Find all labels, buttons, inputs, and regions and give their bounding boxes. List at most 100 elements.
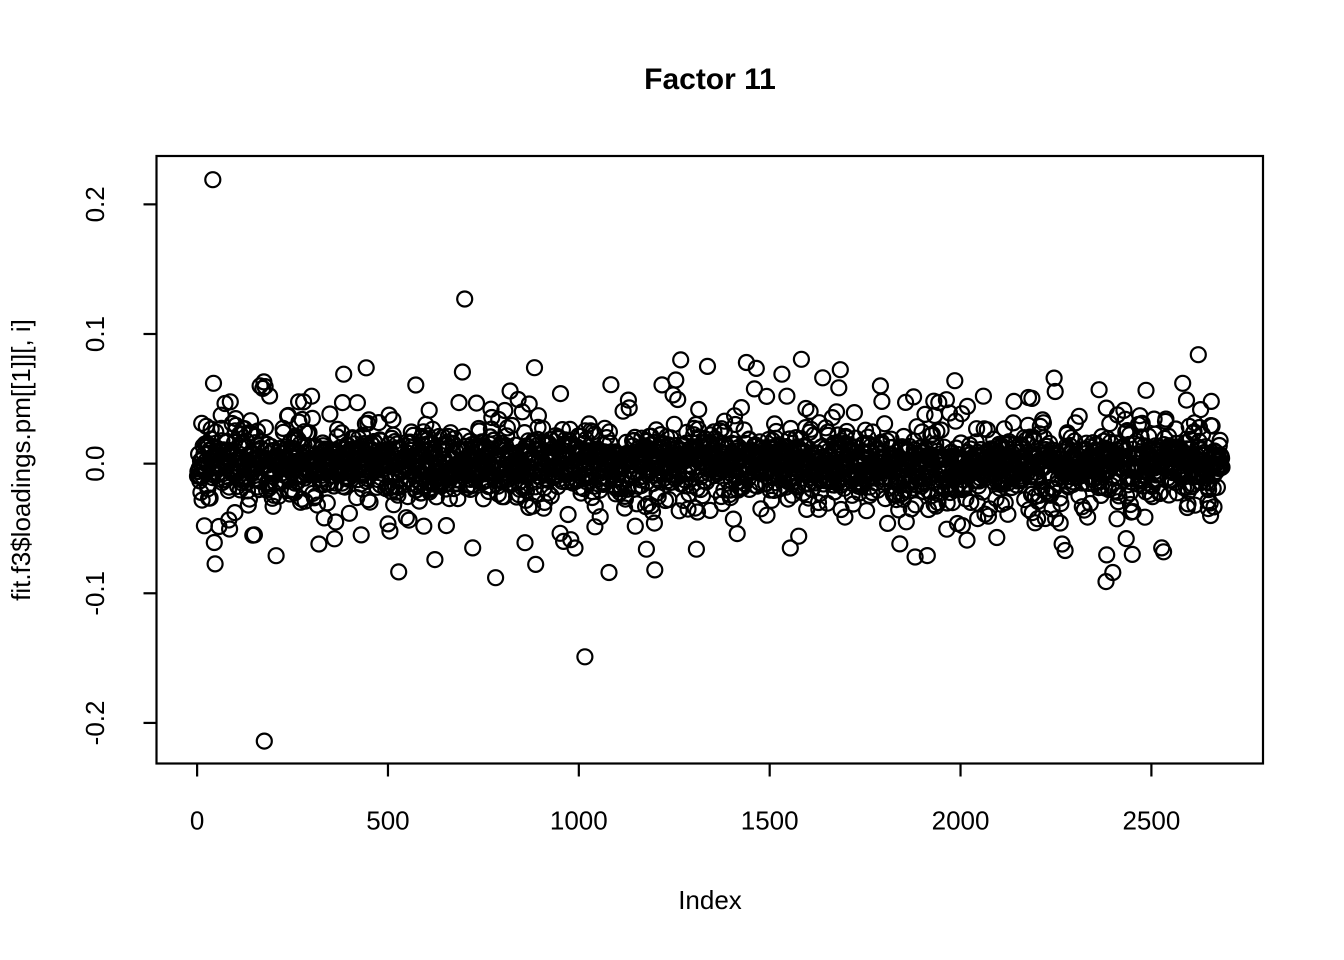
- scatter-point: [420, 401, 438, 419]
- scatter-point: [1117, 423, 1135, 441]
- scatter-point: [1174, 374, 1192, 392]
- scatter-point: [1045, 369, 1063, 387]
- scatter-point: [737, 353, 756, 372]
- scatter-point: [988, 528, 1006, 547]
- scatter-point: [871, 377, 890, 395]
- scatter-point: [895, 427, 913, 446]
- scatter-point: [1115, 401, 1133, 419]
- scatter-point: [830, 379, 848, 397]
- scatter-point: [360, 411, 378, 429]
- scatter-point: [930, 393, 948, 412]
- y-tick-label: 0.0: [80, 446, 110, 482]
- scatter-point: [381, 522, 399, 540]
- scatter-point: [637, 540, 656, 558]
- scatter-point: [831, 361, 849, 379]
- scatter-point: [206, 555, 224, 573]
- scatter-point: [999, 505, 1017, 523]
- scatter-point: [385, 496, 403, 514]
- scatter-point: [525, 359, 544, 377]
- scatter-point: [1052, 495, 1070, 513]
- scatter-point: [1005, 392, 1023, 410]
- scatter-point: [1205, 498, 1223, 516]
- scatter-point: [1046, 382, 1064, 401]
- scatter-point: [876, 490, 894, 508]
- x-axis-ticks: 0 500 1000 1500 2000 2500: [190, 763, 1180, 836]
- scatter-point: [591, 508, 609, 526]
- scatter-point: [1203, 417, 1221, 435]
- y-tick-label: 0.1: [80, 316, 110, 352]
- y-tick-label: 0.2: [80, 186, 110, 222]
- scatter-point: [814, 369, 832, 387]
- scatter-point: [1208, 478, 1227, 496]
- scatter-point: [1104, 563, 1122, 582]
- scatter-point: [1141, 485, 1159, 503]
- scatter-point: [958, 531, 976, 549]
- scatter-point: [308, 496, 326, 514]
- scatter-point: [646, 561, 664, 579]
- x-tick-label: 1000: [550, 806, 608, 836]
- scatter-point: [1097, 399, 1115, 417]
- scatter-point: [357, 359, 375, 377]
- scatter-point: [440, 490, 458, 508]
- scatter-point: [380, 406, 398, 424]
- scatter-point: [946, 372, 964, 390]
- scatter-point: [384, 411, 402, 429]
- scatter-point: [797, 399, 815, 418]
- scatter-point: [221, 393, 239, 411]
- scatter-point: [715, 412, 734, 430]
- y-tick-label: -0.1: [80, 571, 110, 616]
- scatter-point: [1191, 401, 1210, 419]
- scatter-point: [790, 527, 808, 545]
- scatter-point: [747, 359, 765, 377]
- scatter-point: [340, 504, 358, 522]
- scatter-point: [464, 539, 482, 557]
- scatter-point: [827, 403, 846, 421]
- scatter-point: [688, 503, 707, 521]
- scatter-point: [201, 489, 219, 507]
- x-tick-label: 1500: [741, 806, 799, 836]
- scatter-point: [602, 376, 620, 394]
- scatter-point: [325, 530, 344, 548]
- scatter-point: [586, 497, 604, 515]
- scatter-point: [240, 490, 258, 508]
- scatter-point: [264, 497, 282, 515]
- scatter-point: [1185, 423, 1203, 441]
- scatter-point: [310, 535, 328, 553]
- scatter-point: [670, 502, 688, 520]
- scatter-point: [1108, 510, 1126, 528]
- scatter-point: [523, 497, 542, 515]
- scatter-point: [576, 648, 594, 666]
- scatter-point: [705, 423, 723, 441]
- scatter-point: [407, 376, 425, 394]
- scatter-point: [1046, 510, 1065, 528]
- scatter-point: [255, 732, 273, 750]
- scatter-point: [626, 517, 644, 535]
- scatter-point: [195, 517, 213, 535]
- scatter-point: [329, 420, 347, 438]
- scatter-point: [1212, 449, 1231, 467]
- scatter-point: [616, 490, 635, 508]
- y-axis-label: fit.f3$loadings.pm[[1]][, i]: [6, 319, 36, 601]
- scatter-point: [1136, 508, 1154, 526]
- scatter-point: [1026, 514, 1044, 532]
- scatter-point: [199, 480, 217, 498]
- scatter-point: [667, 371, 685, 389]
- scatter-point: [1151, 483, 1170, 501]
- x-tick-label: 500: [366, 806, 409, 836]
- scatter-point: [1098, 546, 1116, 564]
- scatter-point: [586, 518, 604, 536]
- scatter-points: [188, 171, 1231, 750]
- scatter-point: [902, 500, 920, 518]
- scatter-point: [1196, 438, 1215, 456]
- scatter-point: [906, 548, 924, 566]
- scatter-point: [778, 387, 796, 405]
- scatter-point: [535, 499, 553, 517]
- scatter-point: [333, 394, 352, 412]
- scatter-point: [600, 423, 619, 441]
- scatter-point: [645, 514, 664, 532]
- scatter-point: [390, 563, 408, 581]
- scatter-point: [267, 547, 285, 565]
- scatter-point: [415, 517, 433, 535]
- scatter-point: [757, 387, 776, 405]
- scatter-point: [932, 421, 950, 439]
